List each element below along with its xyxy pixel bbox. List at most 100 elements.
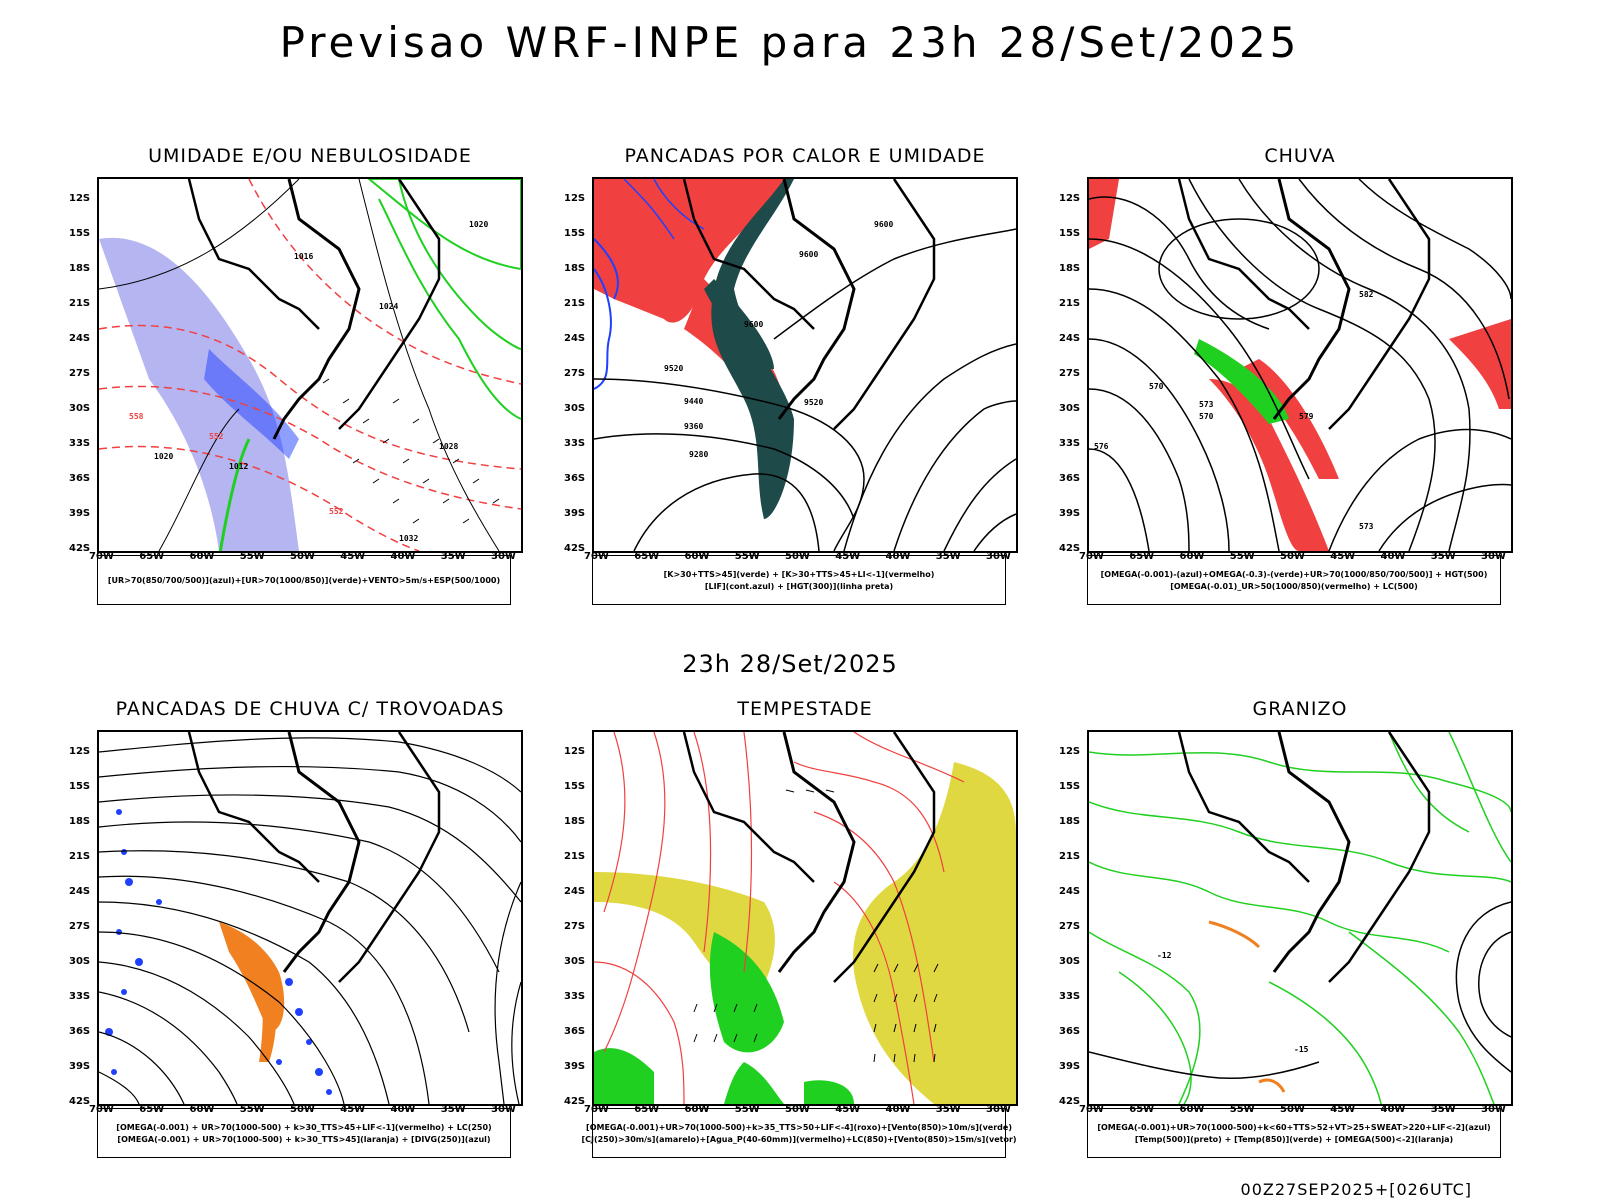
legend-line: [OMEGA(-0.01)_UR>50(1000/850)(vermelho) … <box>1170 581 1418 591</box>
lon-tick-label: 35W <box>935 551 961 562</box>
panel-tempestade: TEMPESTADE <box>555 698 1055 1178</box>
lat-tick-label: 12S <box>564 746 586 757</box>
lon-tick-label: 65W <box>139 551 165 562</box>
streamlines <box>99 737 521 1104</box>
lon-tick-label: 50W <box>290 1104 315 1115</box>
svg-text:576: 576 <box>1094 442 1109 451</box>
map-granizo[interactable]: -12 -15 <box>1087 730 1513 1106</box>
lat-tick-label: 30S <box>69 956 91 967</box>
lon-tick-label: 60W <box>189 1104 215 1115</box>
lat-tick-label: 42S <box>69 543 91 554</box>
lon-tick-label: 50W <box>1280 551 1305 562</box>
panel-title: UMIDADE E/OU NEBULOSIDADE <box>148 145 472 167</box>
legend-line: [OMEGA(-0.001) + UR>70(1000-500) + k>30_… <box>116 1122 492 1132</box>
svg-text:-12: -12 <box>1157 951 1172 960</box>
lon-tick-label: 70W <box>584 1104 609 1115</box>
panel-title: PANCADAS DE CHUVA C/ TROVOADAS <box>115 698 505 720</box>
lon-tick-label: 55W <box>1229 551 1255 562</box>
lon-tick-label: 70W <box>1079 1104 1104 1115</box>
lon-tick-label: 35W <box>440 551 466 562</box>
lon-tick-label: 70W <box>89 551 114 562</box>
panel-pancadas-trovoadas: PANCADAS DE CHUVA C/ TROVOADAS <box>60 698 560 1178</box>
svg-text:570: 570 <box>1199 412 1214 421</box>
lat-tick-label: 24S <box>564 886 586 897</box>
lat-tick-label: 39S <box>1059 1061 1081 1072</box>
svg-text:9280: 9280 <box>689 450 708 459</box>
lat-tick-label: 30S <box>564 403 586 414</box>
lon-tick-label: 45W <box>340 551 366 562</box>
lon-tick-label: 40W <box>390 1104 416 1115</box>
svg-text:570: 570 <box>1149 382 1164 391</box>
lat-tick-label: 15S <box>1059 228 1081 239</box>
lon-tick-label: 70W <box>1079 551 1104 562</box>
legend-line: [LIF](cont.azul) + [HGT(300)](linha pret… <box>704 581 894 591</box>
lat-tick-label: 33S <box>1059 438 1081 449</box>
lon-tick-label: 45W <box>340 1104 366 1115</box>
lon-tick-label: 30W <box>986 551 1011 562</box>
lat-tick-label: 30S <box>69 403 91 414</box>
instability-region-red <box>594 179 784 323</box>
lon-tick-label: 70W <box>584 551 609 562</box>
lat-tick-label: 42S <box>1059 1096 1081 1107</box>
svg-text:9520: 9520 <box>664 364 683 373</box>
lon-tick-label: 55W <box>239 551 265 562</box>
lat-tick-label: 15S <box>69 228 91 239</box>
lat-tick-label: 42S <box>564 543 586 554</box>
panel-title: PANCADAS POR CALOR E UMIDADE <box>624 145 986 167</box>
legend-box: [OMEGA(-0.001)+UR>70(1000-500)+k>35_TTS>… <box>581 1108 1017 1158</box>
divergence-region-blue <box>105 809 332 1095</box>
contour-label: 1020 <box>469 220 488 229</box>
lat-tick-label: 33S <box>1059 991 1081 1002</box>
map-chuva[interactable]: 570 570 573 573 576 579 582 <box>1087 177 1513 553</box>
lat-tick-label: 30S <box>1059 956 1081 967</box>
lat-tick-label: 30S <box>564 956 586 967</box>
rain-region-green <box>1194 339 1289 424</box>
lat-tick-label: 36S <box>1059 473 1081 484</box>
svg-text:9440: 9440 <box>684 397 703 406</box>
legend-box: [OMEGA(-0.001) + UR>70(1000-500) + k>30_… <box>97 1108 511 1158</box>
lon-tick-label: 45W <box>835 1104 861 1115</box>
legend-box: [OMEGA(-0.001)-(azul)+OMEGA(-0.3)-(verde… <box>1087 555 1501 605</box>
legend-box: [K>30+TTS>45](verde) + [K>30+TTS>45+LI<-… <box>592 555 1006 605</box>
lat-tick-label: 24S <box>564 333 586 344</box>
lat-tick-label: 36S <box>1059 1026 1081 1037</box>
lat-tick-label: 18S <box>564 263 586 274</box>
lat-tick-label: 39S <box>69 1061 91 1072</box>
lat-tick-label: 21S <box>1059 851 1081 862</box>
lon-tick-label: 65W <box>1129 1104 1155 1115</box>
lat-tick-label: 24S <box>1059 333 1081 344</box>
map-pancadas-calor[interactable]: 9600 9600 9600 9520 9520 9440 9360 9280 <box>592 177 1018 553</box>
lon-tick-label: 30W <box>491 551 516 562</box>
legend-line: [OMEGA(-0.001) + UR>70(1000-500) + k>30_… <box>117 1134 491 1144</box>
lon-tick-label: 65W <box>1129 551 1155 562</box>
lat-tick-label: 18S <box>1059 263 1081 274</box>
map-umidade[interactable]: 1020 1024 1028 1032 1016 1020 1012 558 5… <box>97 177 523 553</box>
lon-tick-label: 45W <box>1330 1104 1356 1115</box>
lat-tick-label: 33S <box>564 991 586 1002</box>
lat-tick-label: 42S <box>69 1096 91 1107</box>
lon-tick-label: 30W <box>491 1104 516 1115</box>
lon-tick-label: 55W <box>239 1104 265 1115</box>
lat-tick-label: 15S <box>564 228 586 239</box>
svg-text:1032: 1032 <box>399 534 418 543</box>
lat-tick-label: 27S <box>1059 368 1081 379</box>
lon-tick-label: 35W <box>1430 1104 1456 1115</box>
lat-tick-label: 42S <box>564 1096 586 1107</box>
svg-text:558: 558 <box>129 412 144 421</box>
lat-tick-label: 27S <box>69 921 91 932</box>
lat-tick-label: 12S <box>69 193 91 204</box>
map-tempestade[interactable] <box>592 730 1018 1106</box>
lat-tick-label: 12S <box>564 193 586 204</box>
lon-tick-label: 50W <box>785 551 810 562</box>
legend-line: [Temp(500)](preto) + [Temp(850)](verde) … <box>1134 1134 1454 1144</box>
run-time-label: 00Z27SEP2025+[026UTC] <box>1240 1180 1472 1199</box>
map-pancadas-trovoadas[interactable] <box>97 730 523 1106</box>
lat-tick-label: 36S <box>69 473 91 484</box>
panel-chuva: CHUVA 570 570 573 573 <box>1050 145 1550 625</box>
lon-tick-label: 55W <box>734 551 760 562</box>
panel-title: GRANIZO <box>1252 698 1348 720</box>
lat-tick-label: 36S <box>564 473 586 484</box>
lat-tick-label: 18S <box>69 263 91 274</box>
svg-text:1024: 1024 <box>379 302 398 311</box>
lon-tick-label: 65W <box>634 551 660 562</box>
